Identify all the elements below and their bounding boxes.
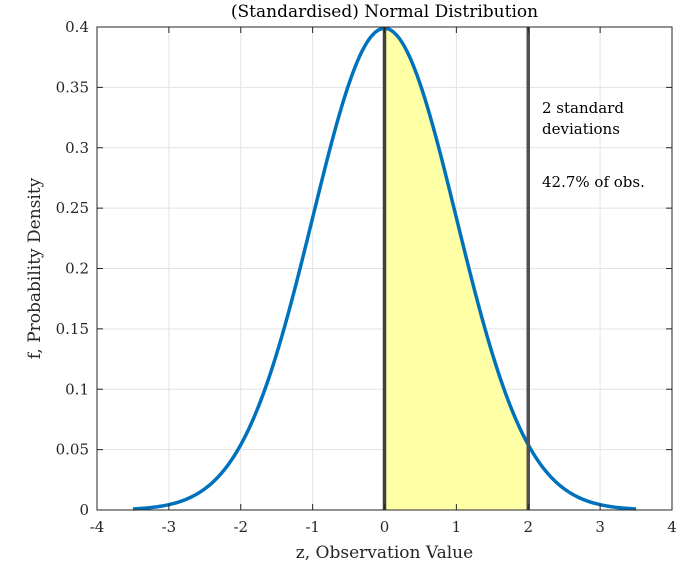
x-tick-label: 1 bbox=[452, 518, 462, 536]
y-tick-label: 0.05 bbox=[56, 441, 89, 459]
x-tick-label: -2 bbox=[233, 518, 248, 536]
x-tick-label: 4 bbox=[667, 518, 677, 536]
y-tick-label: 0.1 bbox=[65, 380, 89, 398]
annotation-line: 42.7% of obs. bbox=[542, 173, 645, 191]
x-tick-label: -3 bbox=[162, 518, 177, 536]
x-tick-label: -4 bbox=[90, 518, 105, 536]
y-tick-label: 0.3 bbox=[65, 139, 89, 157]
annotation: 2 standard deviations 42.7% of obs. bbox=[542, 99, 645, 191]
annotation-line: deviations bbox=[542, 120, 620, 138]
y-tick-label: 0 bbox=[79, 501, 89, 519]
x-tick-labels: -4 -3 -2 -1 0 1 2 3 4 bbox=[90, 518, 677, 536]
axis-ticks bbox=[96, 26, 673, 511]
y-tick-label: 0.15 bbox=[56, 320, 89, 338]
x-axis-label: z, Observation Value bbox=[296, 543, 473, 563]
chart-title: (Standardised) Normal Distribution bbox=[231, 2, 538, 22]
annotation-line: 2 standard bbox=[542, 99, 624, 117]
x-tick-label: 3 bbox=[595, 518, 605, 536]
y-tick-labels: 0 0.05 0.1 0.15 0.2 0.25 0.3 0.35 0.4 bbox=[56, 18, 89, 519]
y-tick-label: 0.4 bbox=[65, 18, 89, 36]
shaded-region bbox=[384, 28, 529, 511]
y-tick-label: 0.2 bbox=[65, 260, 89, 278]
y-tick-label: 0.35 bbox=[56, 78, 89, 96]
y-tick-label: 0.25 bbox=[56, 199, 89, 217]
x-tick-label: 0 bbox=[380, 518, 390, 536]
x-tick-label: 2 bbox=[523, 518, 533, 536]
x-tick-label: -1 bbox=[305, 518, 320, 536]
y-axis-label: f, Probability Density bbox=[25, 177, 45, 359]
